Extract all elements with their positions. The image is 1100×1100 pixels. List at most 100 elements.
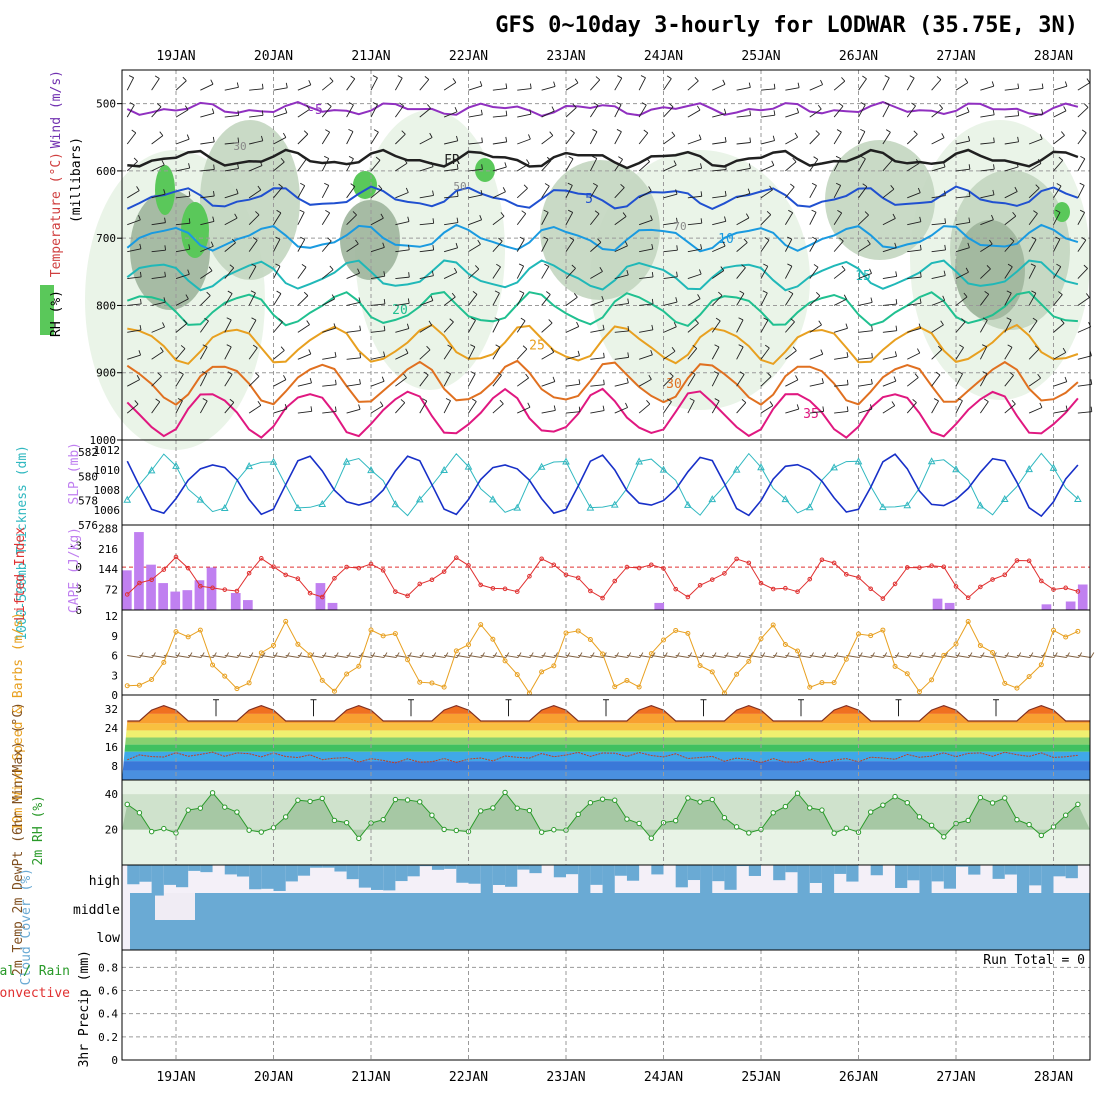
surface-wind-barb-flag <box>785 652 790 658</box>
isotherm-line <box>126 359 1079 406</box>
wind-barb <box>711 400 720 414</box>
wind-barb-flag <box>986 265 991 270</box>
wind-barb <box>541 135 554 145</box>
surface-wind-barb-flag <box>420 652 424 658</box>
wind-barb <box>346 330 361 333</box>
surface-wind-barb-flag <box>152 652 156 658</box>
date-label-bottom: 20JAN <box>254 1070 293 1085</box>
cloud-high-bar <box>870 865 883 876</box>
wind-barb-flag <box>1083 264 1088 269</box>
wind-barb <box>760 405 774 414</box>
wind-barb-flag <box>627 298 630 304</box>
wind-barb <box>224 168 239 172</box>
wind-barb <box>565 355 580 360</box>
wind-barb-flag <box>188 218 191 224</box>
wind-barb-flag <box>184 105 189 111</box>
wind-barb <box>127 354 141 360</box>
wind-barb <box>809 133 820 145</box>
wind-barb <box>370 77 378 91</box>
li-point <box>807 576 813 582</box>
wind-barb <box>736 115 751 118</box>
wind-barb-flag <box>212 216 215 222</box>
wind-barb <box>711 320 721 333</box>
wind-barb-flag <box>790 318 795 323</box>
wind-barb-flag <box>944 218 946 224</box>
wind-barb-flag <box>502 187 506 192</box>
slp-tick-label: 1008 <box>94 484 121 497</box>
wind-barb <box>322 298 335 306</box>
wind-barb-flag <box>431 161 434 167</box>
wind-barb-flag <box>164 217 166 223</box>
wind-barb <box>322 411 337 414</box>
thickness-point <box>708 495 717 503</box>
wind-barb <box>346 357 361 360</box>
wind-barb <box>127 303 142 306</box>
rh2m-area <box>122 792 1090 839</box>
date-label-bottom: 19JAN <box>156 1070 195 1085</box>
wind-barb-flag <box>518 263 524 267</box>
wind-barb-flag <box>283 375 287 380</box>
wind-barb <box>1077 383 1092 387</box>
surface-wind-barb-flag <box>212 652 217 658</box>
wind-barb-flag <box>594 210 600 215</box>
wind-barb-flag <box>1060 319 1065 324</box>
wind-barb-flag <box>763 317 769 321</box>
surface-wind-barb <box>760 655 775 658</box>
cloud-high-bar <box>176 865 189 888</box>
wind-barb <box>565 132 575 145</box>
wind-barb <box>1053 160 1064 172</box>
wind-barb-flag <box>837 209 842 214</box>
wind-barb <box>833 105 844 118</box>
wind-barb-flag <box>454 267 458 273</box>
wind-barb-flag <box>821 378 824 384</box>
wind-barb <box>395 192 409 199</box>
wind-barb-flag <box>787 236 793 240</box>
thickness-tick-label: 578 <box>78 495 98 508</box>
wind-barb-flag <box>982 371 988 375</box>
wind-barb <box>151 222 166 226</box>
wind-barb <box>370 217 384 226</box>
wind-barb <box>468 243 481 253</box>
wind-barb <box>370 355 385 360</box>
pressure-tick-label: 800 <box>96 299 116 312</box>
surface-wind-barb <box>261 655 275 658</box>
wind-barb <box>248 292 256 306</box>
rh2m-point <box>928 822 935 828</box>
wind-barb-flag <box>156 103 162 108</box>
surface-wind-barb <box>614 655 628 658</box>
wind-barb <box>687 348 698 360</box>
cloud-high-bar <box>1041 865 1054 894</box>
cloud-high-bar <box>322 865 335 868</box>
wind-barb <box>444 168 459 172</box>
wind-barb <box>858 131 866 145</box>
wind-barb-flag <box>397 75 403 79</box>
wind-barb <box>931 299 945 306</box>
wind-barb <box>955 111 970 118</box>
surface-wind-barb <box>151 655 165 658</box>
wind-barb <box>419 324 432 333</box>
slp-tick-label: 1012 <box>94 444 121 457</box>
wind-barb <box>1077 185 1085 199</box>
wind-barb <box>589 158 598 172</box>
li-point <box>673 586 678 592</box>
wind-barb-flag <box>231 238 236 244</box>
li-point <box>259 556 264 561</box>
wind-barb-flag <box>424 76 430 80</box>
wind-barb-flag <box>965 267 969 273</box>
wind-barb <box>1077 132 1087 145</box>
thickness-point <box>440 465 448 473</box>
wind-barb <box>663 78 672 91</box>
top-date-labels: 19JAN 20JAN 21JAN 22JAN 23JAN 24JAN 25JAN 26JAN… <box>156 49 1073 64</box>
surface-wind-barb <box>602 655 616 658</box>
wind-barb-flag <box>651 243 654 250</box>
wind-barb-flag <box>452 78 457 83</box>
wind-barb-flag <box>183 319 188 324</box>
surface-wind-barb-flag <box>1053 652 1058 658</box>
cloud-high-bar <box>943 865 956 889</box>
surface-wind-barb-flag <box>834 652 839 658</box>
wind-barb-flag <box>446 371 451 375</box>
wind-barb <box>151 135 164 145</box>
wind-barb <box>419 374 429 387</box>
wind-barb <box>1004 319 1012 333</box>
surface-wind-barb-flag <box>249 652 254 658</box>
